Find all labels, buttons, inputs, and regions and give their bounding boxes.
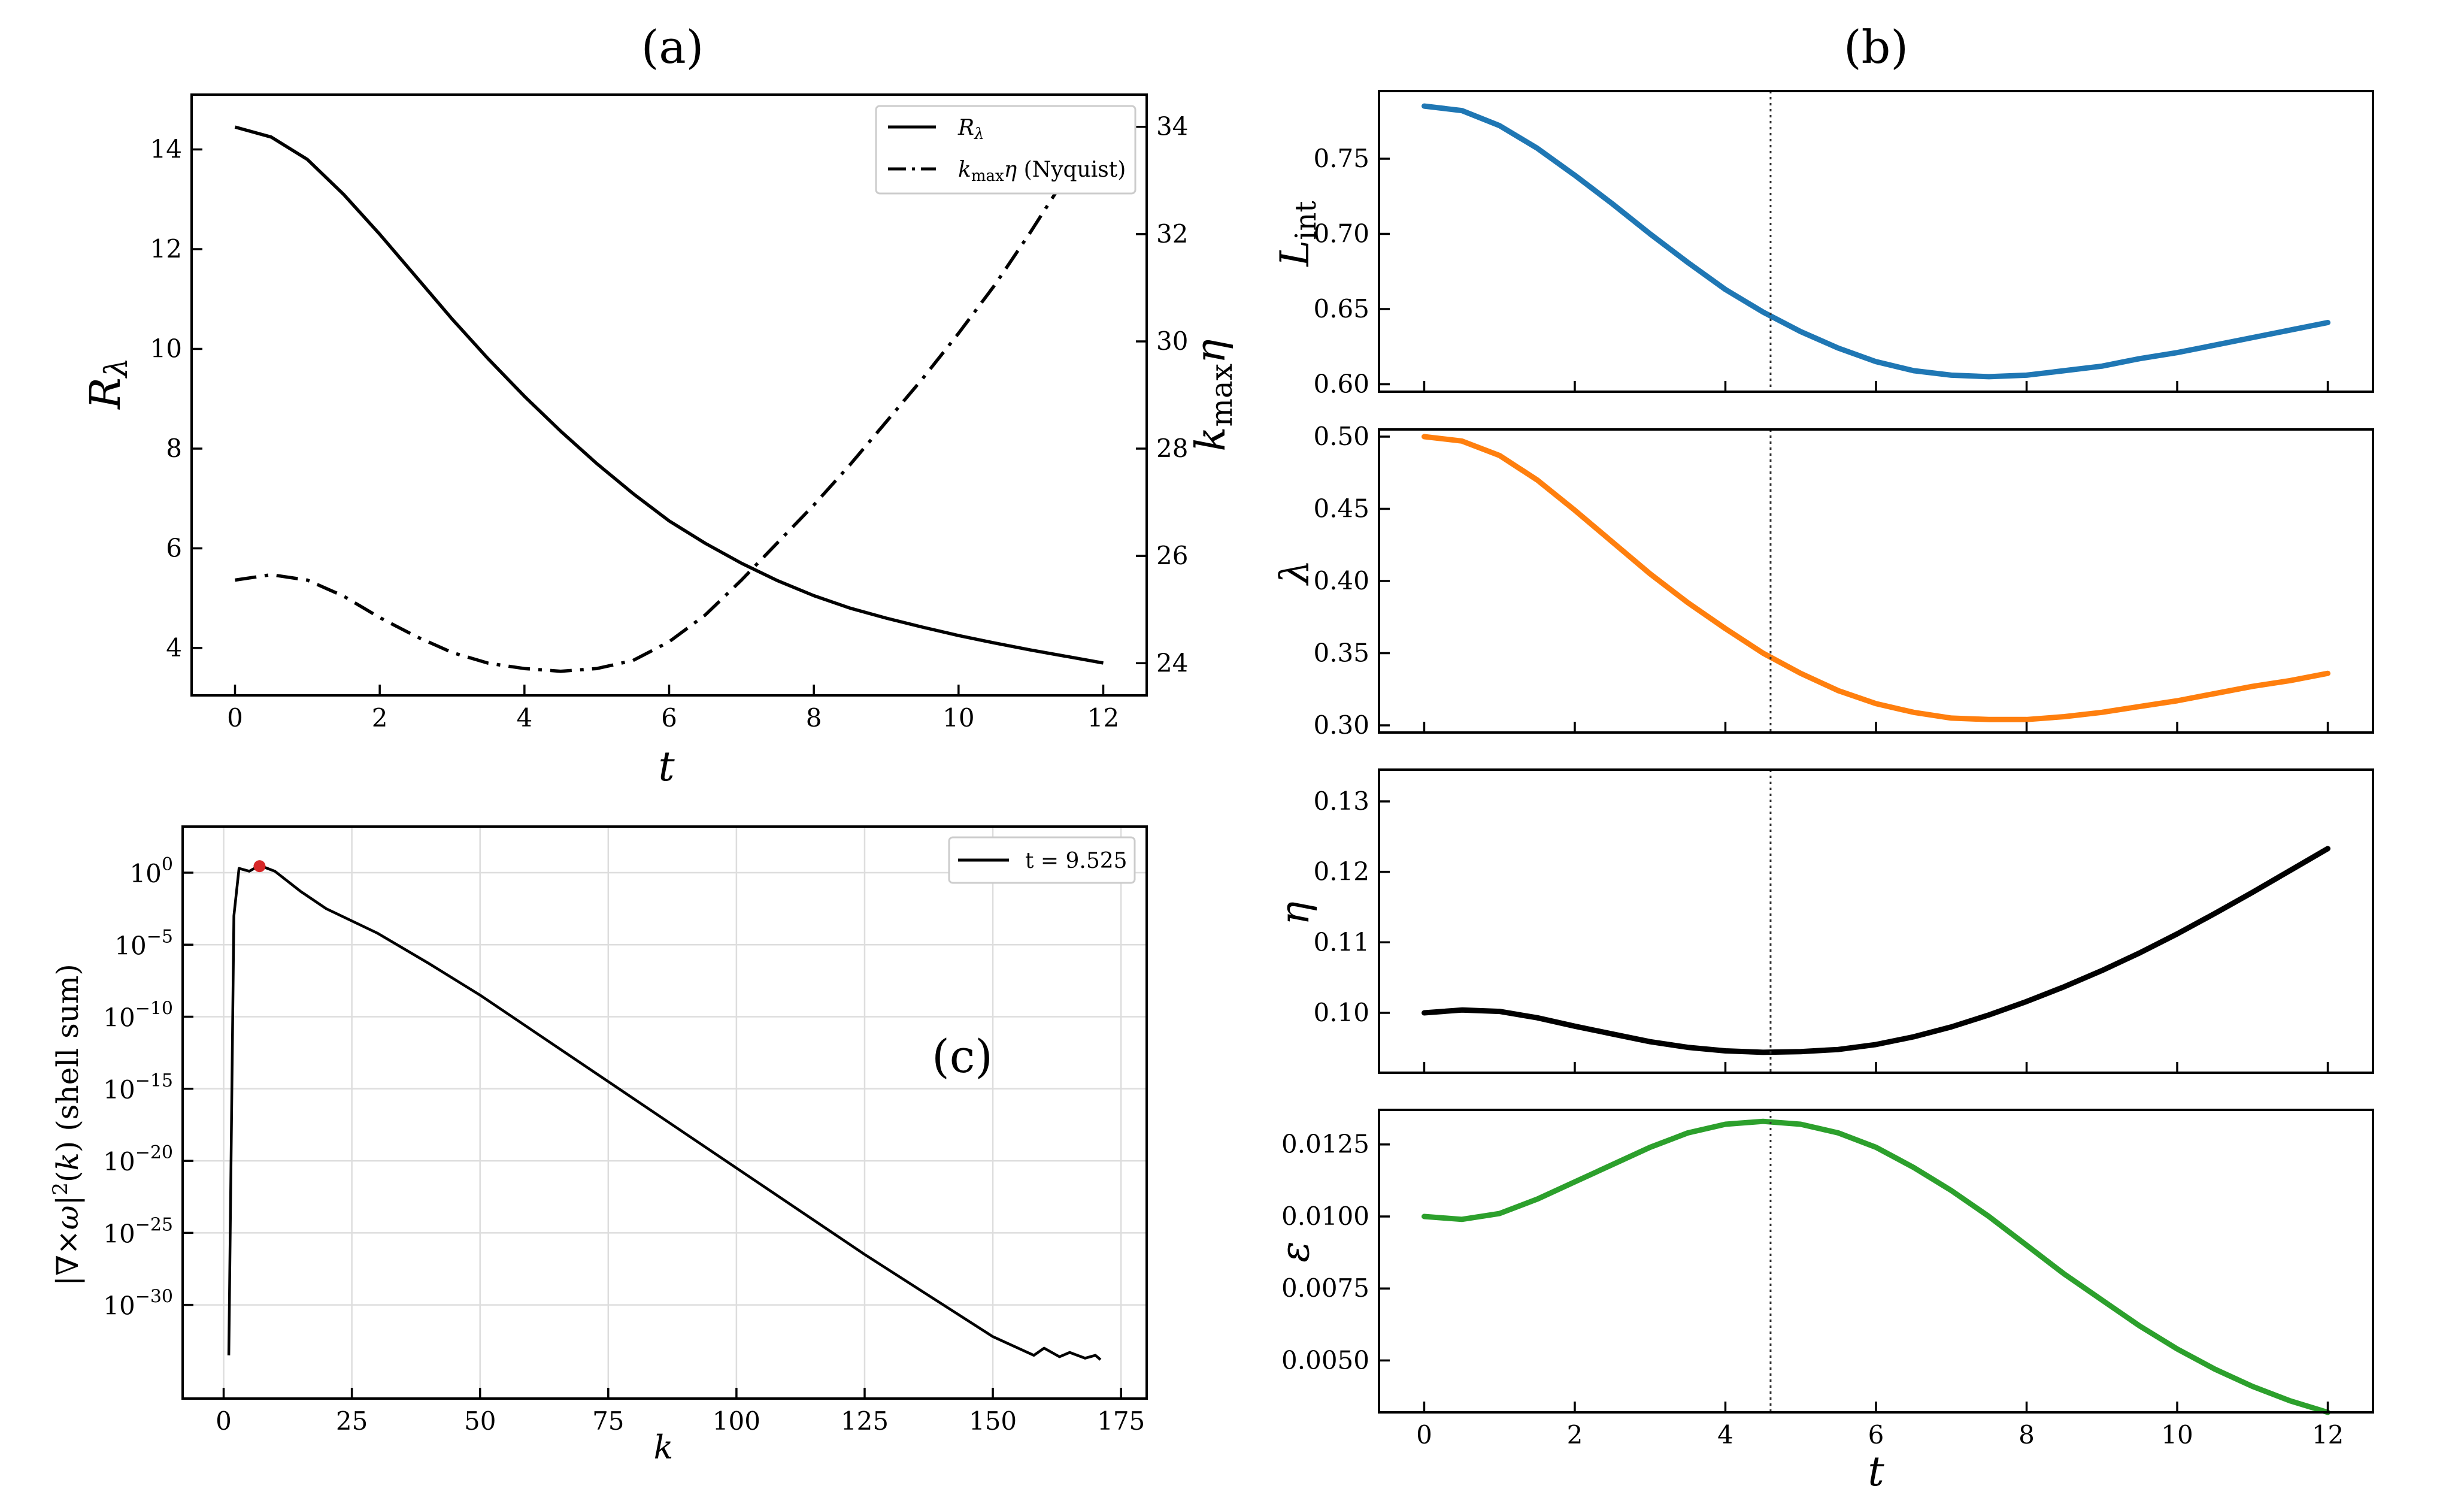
y-tick-label: 100 [129,854,173,888]
x-tick-label: 2 [372,703,388,733]
panel-c-frame [181,825,1148,1400]
panel-a-frame [190,93,1148,697]
y-tick-label: 10−25 [103,1214,173,1248]
y-right-tick-label: 30 [1156,326,1188,356]
x-tick-label: 12 [2312,1420,2344,1449]
y-tick-label: 0.0100 [1281,1202,1369,1231]
y-left-tick-label: 6 [166,533,182,562]
series-eta-line [1422,846,2330,1055]
series-lint-line [1422,103,2330,380]
y-right-tick-label: 32 [1156,219,1188,249]
subplot-lambda-frame [1378,428,2374,734]
x-tick-label: 25 [336,1406,368,1436]
panel-b-ylabel-eta: η [1272,901,1318,925]
x-tick-label: 6 [661,703,677,733]
y-left-tick-label: 8 [166,434,182,463]
y-tick-label: 0.40 [1313,566,1369,595]
panel-b-xlabel: t [1868,1448,1884,1492]
x-tick-label: 8 [2019,1420,2035,1449]
series-lambda-line [1422,434,2330,722]
y-right-tick-label: 34 [1156,112,1188,141]
y-tick-label: 10−30 [103,1287,173,1321]
x-tick-label: 4 [516,703,532,733]
panel-b-scales: (b) t Lint λ η ε 0.600.650.700.750.300.3… [1272,20,2374,1492]
x-tick-label: 75 [592,1406,624,1436]
panel-a-ylabel-left: Rλ [81,358,135,410]
y-left-tick-label: 10 [150,334,182,364]
series-rlambda-line [234,125,1104,665]
x-tick-label: 100 [713,1406,760,1436]
y-tick-label: 0.30 [1313,710,1369,740]
subplot-eta-frame [1378,768,2374,1074]
y-tick-label: 0.0125 [1281,1130,1369,1159]
panel-a-legend: Rλ kmaxη (Nyquist) [875,105,1136,195]
x-tick-label: 12 [1087,703,1119,733]
x-tick-label: 6 [1868,1420,1884,1449]
panel-b-ylabel-epsilon: ε [1272,1241,1318,1262]
y-tick-label: 10−10 [103,998,173,1033]
legend-t-label: t = 9.525 [1025,849,1128,873]
y-right-tick-label: 28 [1156,434,1188,463]
y-tick-label: 0.11 [1313,927,1369,957]
y-tick-label: 0.10 [1313,998,1369,1027]
y-tick-label: 0.0075 [1281,1273,1369,1303]
series-kmax-line [235,115,1105,673]
x-tick-label: 0 [216,1406,232,1436]
panel-c-ylabel: |∇×ω|2(k) (shell sum) [49,964,85,1286]
x-tick-label: 2 [1567,1420,1583,1449]
y-left-tick-label: 4 [166,633,182,662]
y-tick-label: 10−5 [114,926,173,960]
x-tick-label: 0 [227,703,243,733]
y-tick-label: 0.45 [1313,494,1369,523]
x-tick-label: 4 [1717,1420,1733,1449]
series-spectrum-line [227,864,1102,1361]
x-tick-label: 175 [1097,1406,1145,1436]
subplot-lint-frame [1378,90,2374,393]
y-tick-label: 0.50 [1313,422,1369,451]
y-right-tick-label: 26 [1156,541,1188,570]
x-tick-label: 10 [2161,1420,2193,1449]
y-tick-label: 10−15 [103,1070,173,1104]
panel-a-rlambda-kmax: (a) t Rλ kmaxη 0 2 4 6 8 10 124681012142426283… [81,20,1239,791]
y-tick-label: 0.65 [1313,294,1369,323]
series-epsilon-line [1422,1118,2330,1415]
panel-c-legend: t = 9.525 [948,836,1136,884]
x-tick-label: 50 [464,1406,496,1436]
panel-a-title: (a) [641,20,704,74]
x-tick-label: 125 [841,1406,889,1436]
x-tick-label: 8 [806,703,822,733]
y-tick-label: 0.35 [1313,638,1369,667]
panel-a-xlabel: t [658,743,675,791]
panel-c-title: (c) [932,1030,993,1083]
y-left-tick-label: 12 [150,234,182,264]
y-right-tick-label: 24 [1156,648,1188,677]
x-tick-label: 150 [969,1406,1017,1436]
panel-c-spectrum: k |∇×ω|2(k) (shell sum) 0 25 50 75 100 125 150… [49,825,1148,1466]
x-tick-label: 10 [942,703,974,733]
y-tick-label: 0.60 [1313,369,1369,398]
panel-c-xlabel: k [654,1429,674,1466]
y-tick-label: 0.75 [1313,144,1369,173]
y-tick-label: 0.0050 [1281,1345,1369,1375]
panel-b-ylabel-lambda: λ [1272,559,1318,586]
y-tick-label: 0.12 [1313,857,1369,886]
y-tick-label: 0.70 [1313,219,1369,248]
y-tick-label: 10−20 [103,1142,173,1176]
peak-marker [253,860,266,873]
y-left-tick-label: 14 [150,135,182,164]
panel-b-title: (b) [1844,20,1908,74]
x-tick-label: 0 [1416,1420,1432,1449]
subplot-epsilon-frame [1378,1109,2374,1414]
panel-a-ylabel-right: kmaxη [1187,339,1239,452]
y-tick-label: 0.13 [1313,786,1369,816]
